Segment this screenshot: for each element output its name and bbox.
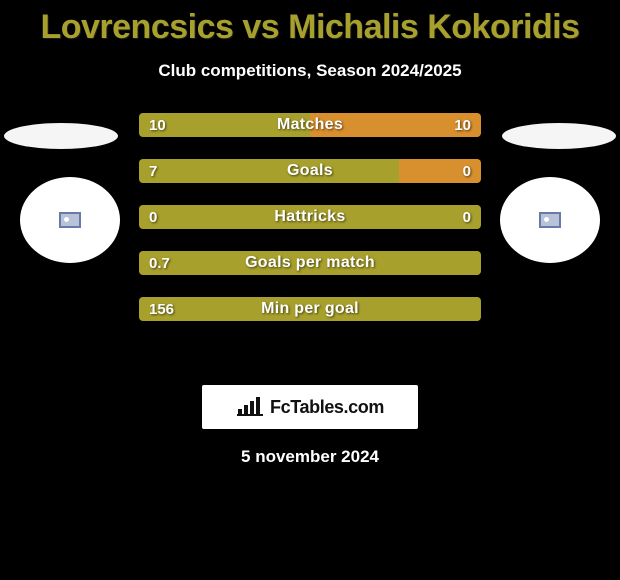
page-title: Lovrencsics vs Michalis Kokoridis — [0, 0, 620, 47]
stat-label: Matches — [139, 113, 481, 137]
stat-row: 0.7Goals per match — [139, 251, 481, 275]
stat-row: 70Goals — [139, 159, 481, 183]
logo-text: FcTables.com — [270, 397, 384, 418]
stat-label: Goals per match — [139, 251, 481, 275]
stat-label: Goals — [139, 159, 481, 183]
image-placeholder-icon — [59, 212, 81, 228]
stat-bars: 1010Matches 70Goals 00Hattricks 0.7Goals pe… — [139, 113, 481, 343]
player-left-ellipse — [4, 123, 118, 149]
stat-row: 00Hattricks — [139, 205, 481, 229]
stat-label: Min per goal — [139, 297, 481, 321]
player-right-ellipse — [502, 123, 616, 149]
date-label: 5 november 2024 — [0, 447, 620, 467]
subtitle: Club competitions, Season 2024/2025 — [0, 61, 620, 81]
stat-row: 156Min per goal — [139, 297, 481, 321]
comparison-chart: 1010Matches 70Goals 00Hattricks 0.7Goals pe… — [0, 113, 620, 373]
attribution-logo: FcTables.com — [202, 385, 418, 429]
chart-icon — [236, 397, 264, 417]
image-placeholder-icon — [539, 212, 561, 228]
stat-label: Hattricks — [139, 205, 481, 229]
player-left-avatar — [20, 177, 120, 263]
player-right-avatar — [500, 177, 600, 263]
stat-row: 1010Matches — [139, 113, 481, 137]
